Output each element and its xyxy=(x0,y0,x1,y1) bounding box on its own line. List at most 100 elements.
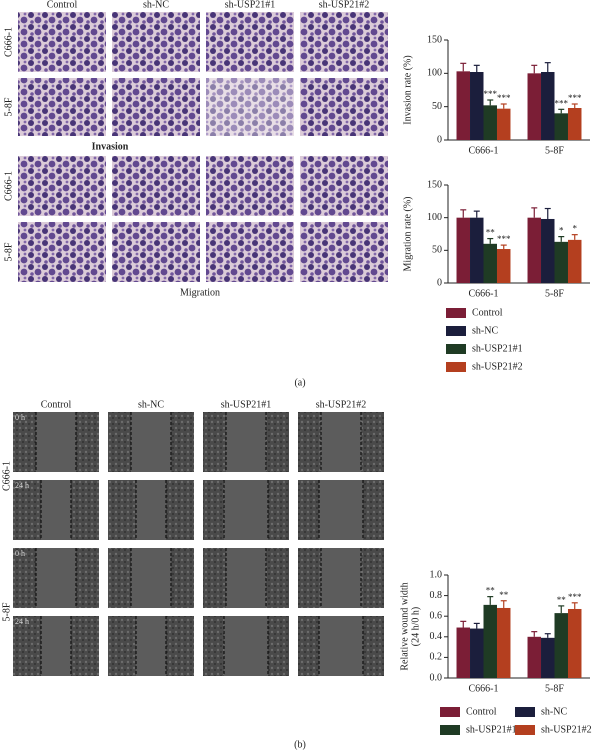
wound-gap xyxy=(319,616,363,676)
caption: Invasion xyxy=(92,141,129,152)
micrograph xyxy=(206,222,294,282)
y-tick-label: 0.2 xyxy=(430,652,443,663)
legend-label: sh-USP21#1 xyxy=(472,343,523,354)
micrograph xyxy=(300,78,388,136)
significance: ** xyxy=(499,590,509,600)
legend-label: Control xyxy=(466,706,497,717)
legend-swatch xyxy=(446,344,466,354)
y-tick-label: 0.8 xyxy=(430,590,443,601)
wound-gap xyxy=(136,616,166,676)
micrograph xyxy=(18,222,106,282)
significance: * xyxy=(572,224,577,234)
wound-gap xyxy=(224,616,268,676)
micrograph xyxy=(18,78,106,136)
bar xyxy=(541,218,555,283)
bar xyxy=(496,607,511,678)
wound-gap xyxy=(319,480,363,540)
y-tick-label: 100 xyxy=(427,212,442,223)
bar xyxy=(470,217,484,283)
column-header: sh-NC xyxy=(138,399,164,410)
legend-label: Control xyxy=(472,307,503,318)
column-header: sh-USP21#1 xyxy=(221,399,272,410)
bar xyxy=(470,72,484,140)
row-label: 5-8F xyxy=(1,602,12,621)
y-tick-label: 1.0 xyxy=(430,569,443,580)
wound-gap xyxy=(321,548,361,608)
significance: *** xyxy=(497,234,511,244)
wound-gap xyxy=(224,480,268,540)
wound-gap xyxy=(36,412,76,472)
micrograph xyxy=(112,156,200,216)
bar xyxy=(470,628,484,678)
wound-gap xyxy=(136,480,166,540)
bar xyxy=(456,217,471,283)
legend-swatch xyxy=(515,725,535,735)
panel-label: (a) xyxy=(294,377,305,388)
bar xyxy=(541,637,555,678)
micrograph xyxy=(300,12,388,72)
column-header: Control xyxy=(41,399,72,410)
y-tick-label: 0 xyxy=(437,277,442,288)
legend-swatch xyxy=(446,308,466,318)
significance: *** xyxy=(483,89,497,99)
x-tick-label: 5-8F xyxy=(545,145,564,156)
bar xyxy=(567,608,582,678)
column-header: sh-USP21#2 xyxy=(316,399,367,410)
legend-swatch xyxy=(440,707,460,717)
bar xyxy=(483,243,497,283)
significance: ** xyxy=(557,595,567,605)
micrograph xyxy=(112,78,200,136)
legend-swatch xyxy=(446,362,466,372)
x-tick-label: C666-1 xyxy=(469,288,499,299)
bar xyxy=(456,627,471,678)
micrograph xyxy=(300,222,388,282)
significance: ** xyxy=(486,586,496,596)
y-tick-label: 0.0 xyxy=(430,672,443,683)
bar xyxy=(496,108,511,140)
y-tick-label: 0.6 xyxy=(430,610,443,621)
bar xyxy=(456,71,471,140)
micrograph xyxy=(112,12,200,72)
row-label: C666-1 xyxy=(3,171,14,201)
wound-gap xyxy=(226,548,266,608)
column-header: Control xyxy=(47,0,78,10)
wound-gap xyxy=(321,412,361,472)
time-label: 24 h xyxy=(15,617,29,626)
bar xyxy=(567,239,582,283)
x-tick-label: 5-8F xyxy=(545,288,564,299)
x-tick-label: 5-8F xyxy=(545,683,564,694)
micrograph xyxy=(18,156,106,216)
wound-gap xyxy=(36,548,76,608)
x-tick-label: C666-1 xyxy=(469,145,499,156)
micrograph xyxy=(206,78,294,136)
column-header: sh-USP21#1 xyxy=(225,0,276,10)
wound-gap xyxy=(131,412,171,472)
legend-swatch xyxy=(446,326,466,336)
legend-swatch xyxy=(515,707,535,717)
y-axis-label: (24 h/0 h) xyxy=(410,607,421,646)
x-tick-label: C666-1 xyxy=(469,683,499,694)
row-label: C666-1 xyxy=(3,27,14,57)
micrograph xyxy=(300,156,388,216)
column-header: sh-NC xyxy=(143,0,169,10)
micrograph xyxy=(206,156,294,216)
bar xyxy=(527,217,542,283)
bar xyxy=(554,113,568,140)
micrograph xyxy=(18,12,106,72)
significance: ** xyxy=(486,228,496,238)
bar xyxy=(554,241,568,283)
micrograph xyxy=(112,222,200,282)
column-header: sh-USP21#2 xyxy=(319,0,370,10)
y-axis-label: Relative wound width xyxy=(399,582,410,670)
significance: *** xyxy=(568,93,582,103)
significance: *** xyxy=(554,98,568,108)
y-tick-label: 0 xyxy=(437,134,442,145)
row-label: 5-8F xyxy=(3,97,14,116)
panel-label: (b) xyxy=(294,739,306,750)
significance: * xyxy=(559,226,564,236)
wound-gap xyxy=(41,480,71,540)
caption: Migration xyxy=(180,287,220,298)
wound-gap xyxy=(131,548,171,608)
bar xyxy=(483,105,497,140)
